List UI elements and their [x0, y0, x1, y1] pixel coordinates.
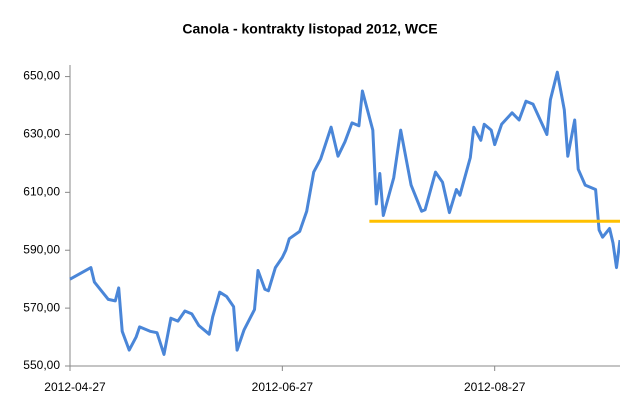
chart-title: Canola - kontrakty listopad 2012, WCE — [182, 21, 437, 37]
y-tick-label: 650,00 — [23, 69, 60, 83]
x-tick-label: 2012-06-27 — [252, 380, 314, 394]
y-tick-label: 550,00 — [23, 358, 60, 372]
y-tick-label: 570,00 — [23, 300, 60, 314]
y-tick-label: 630,00 — [23, 127, 60, 141]
y-tick-label: 610,00 — [23, 185, 60, 199]
price-line — [69, 70, 620, 356]
x-tick-label: 2012-08-27 — [464, 380, 526, 394]
y-tick-label: 590,00 — [23, 242, 60, 256]
x-tick-label: 2012-04-27 — [44, 380, 106, 394]
